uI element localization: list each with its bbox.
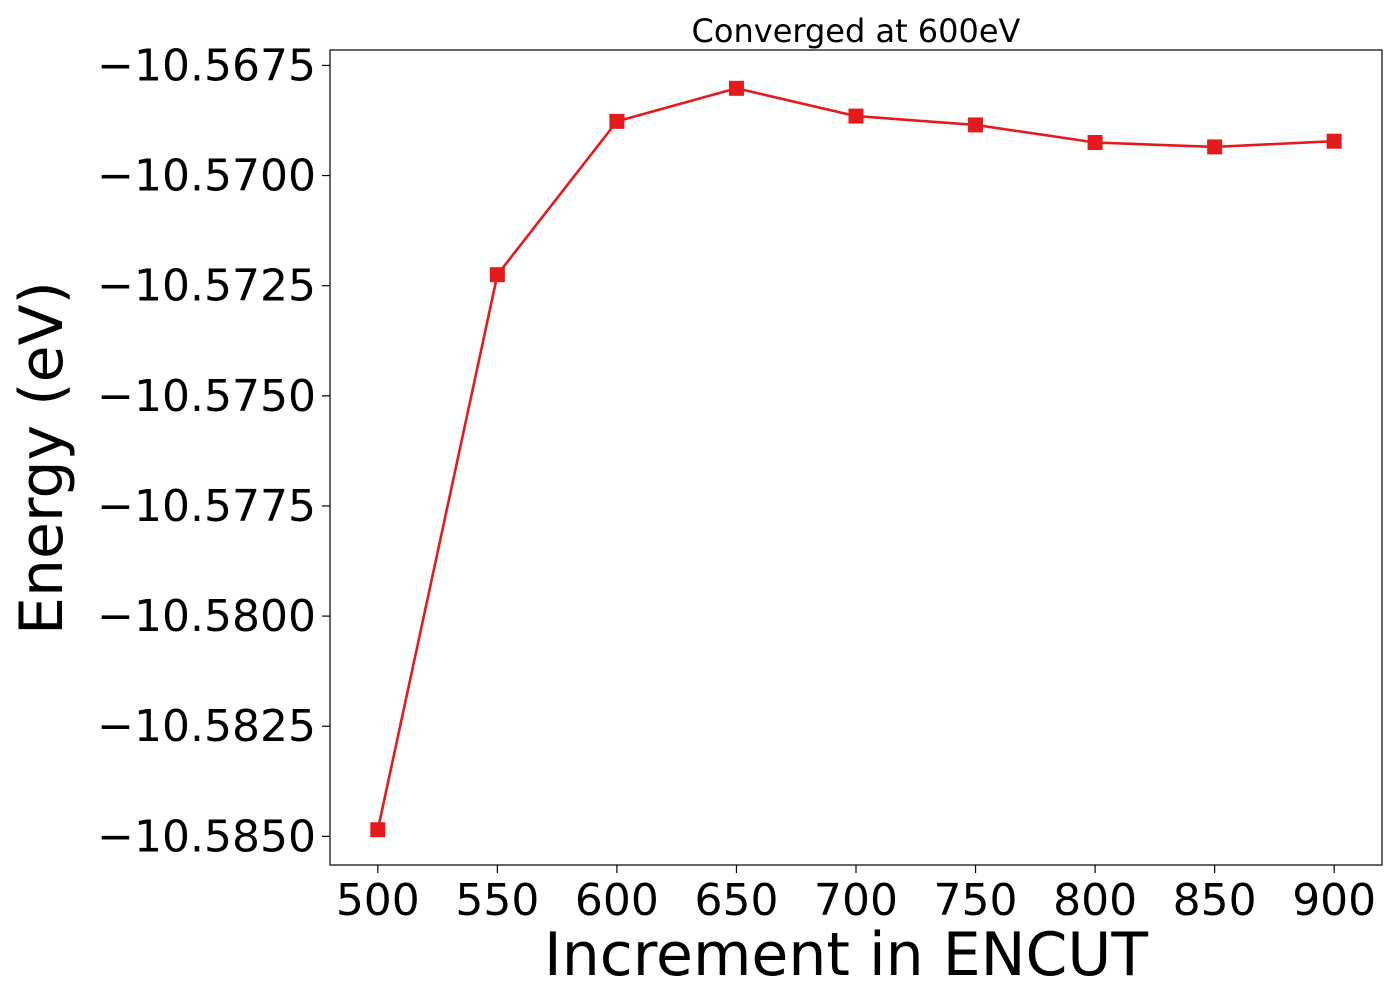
data-point bbox=[1087, 135, 1103, 151]
y-tick-label: −10.5675 bbox=[97, 40, 316, 91]
chart-title: Converged at 600eV bbox=[692, 12, 1021, 50]
y-axis-label: Energy (eV) bbox=[7, 281, 77, 635]
y-tick-label: −10.5750 bbox=[97, 371, 316, 422]
data-point bbox=[489, 267, 505, 283]
data-point bbox=[968, 117, 984, 133]
plot-area bbox=[370, 80, 1342, 838]
y-tick-label: −10.5850 bbox=[97, 811, 316, 862]
y-tick-label: −10.5825 bbox=[97, 701, 316, 752]
x-tick-label: 900 bbox=[1292, 875, 1376, 926]
x-tick-label: 750 bbox=[934, 875, 1018, 926]
x-tick-label: 650 bbox=[694, 875, 778, 926]
data-point bbox=[609, 113, 625, 129]
x-tick-label: 550 bbox=[455, 875, 539, 926]
x-tick-label: 800 bbox=[1053, 875, 1137, 926]
y-tick-label: −10.5775 bbox=[97, 481, 316, 532]
data-point bbox=[1326, 133, 1342, 149]
x-axis: 500 550 600 650 700 750 800 850 900 bbox=[336, 865, 1376, 926]
y-tick-label: −10.5725 bbox=[97, 261, 316, 312]
series-line bbox=[376, 87, 1335, 831]
data-point bbox=[1207, 139, 1223, 155]
x-tick-label: 850 bbox=[1173, 875, 1257, 926]
data-point bbox=[370, 822, 386, 838]
x-tick-label: 600 bbox=[575, 875, 659, 926]
data-point bbox=[728, 80, 744, 96]
y-tick-label: −10.5800 bbox=[97, 591, 316, 642]
y-axis: −10.5850 −10.5825 −10.5800 −10.5775 −10.5750… bbox=[97, 40, 330, 862]
x-tick-label: 700 bbox=[814, 875, 898, 926]
axes-frame bbox=[329, 49, 1383, 866]
data-point bbox=[848, 108, 864, 124]
x-tick-label: 500 bbox=[336, 875, 420, 926]
x-axis-label: Increment in ENCUT bbox=[544, 920, 1148, 990]
y-tick-label: −10.5700 bbox=[97, 151, 316, 202]
